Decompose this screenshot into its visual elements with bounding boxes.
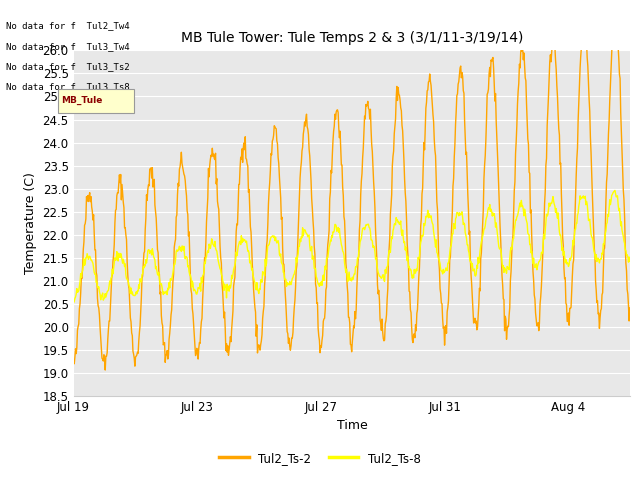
Text: No data for f  Tul3_Ts8: No data for f Tul3_Ts8 bbox=[6, 82, 130, 91]
Title: MB Tule Tower: Tule Temps 2 & 3 (3/1/11-3/19/14): MB Tule Tower: Tule Temps 2 & 3 (3/1/11-… bbox=[181, 31, 523, 45]
Tul2_Ts-8 bbox=[201, 259, 209, 265]
Y-axis label: Temperature (C): Temperature (C) bbox=[24, 172, 37, 274]
Tul2_Ts-8 bbox=[385, 248, 393, 253]
Tul2_Ts-8 bbox=[70, 300, 77, 306]
Tul2_Ts-2 bbox=[70, 358, 77, 364]
Tul2_Ts-2 bbox=[386, 235, 394, 241]
Tul2_Ts-2 bbox=[101, 367, 109, 373]
Text: No data for f  Tul2_Tw4: No data for f Tul2_Tw4 bbox=[6, 22, 130, 31]
Legend: Tul2_Ts-2, Tul2_Ts-8: Tul2_Ts-2, Tul2_Ts-8 bbox=[214, 447, 426, 469]
Text: MB_Tule: MB_Tule bbox=[61, 96, 102, 106]
Tul2_Ts-8 bbox=[611, 188, 619, 193]
Text: No data for f  Tul3_Tw4: No data for f Tul3_Tw4 bbox=[6, 42, 130, 51]
Tul2_Ts-2 bbox=[303, 111, 310, 117]
Tul2_Ts-8 bbox=[90, 265, 97, 271]
Tul2_Ts-2 bbox=[611, 12, 618, 18]
X-axis label: Time: Time bbox=[337, 420, 367, 432]
Tul2_Ts-2 bbox=[520, 50, 528, 56]
Tul2_Ts-8 bbox=[302, 230, 310, 236]
Tul2_Ts-8 bbox=[627, 254, 634, 260]
Tul2_Ts-2 bbox=[273, 138, 281, 144]
Tul2_Ts-2 bbox=[90, 212, 97, 217]
Line: Tul2_Ts-8: Tul2_Ts-8 bbox=[74, 191, 630, 303]
Line: Tul2_Ts-2: Tul2_Ts-2 bbox=[74, 15, 630, 370]
Tul2_Ts-2 bbox=[202, 255, 209, 261]
Tul2_Ts-8 bbox=[520, 206, 527, 212]
Tul2_Ts-2 bbox=[627, 305, 634, 311]
Text: No data for f  Tul3_Ts2: No data for f Tul3_Ts2 bbox=[6, 62, 130, 71]
Tul2_Ts-8 bbox=[273, 238, 280, 244]
